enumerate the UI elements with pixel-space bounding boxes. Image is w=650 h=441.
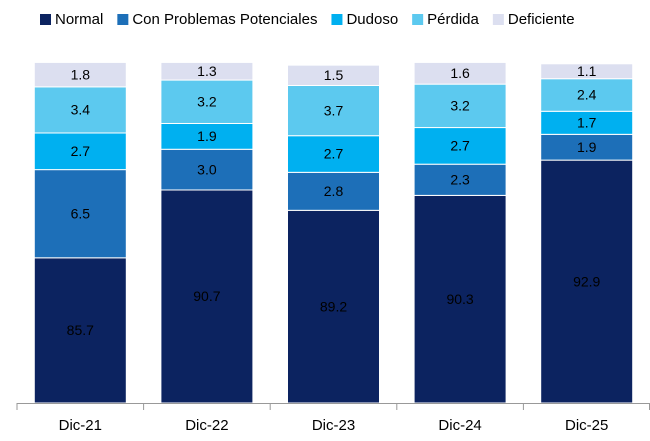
data-label: 1.6: [450, 65, 470, 81]
bar-segment: [413, 194, 507, 404]
x-tick-label: Dic-25: [565, 417, 608, 434]
bar-segment: [33, 61, 127, 88]
data-label: 1.9: [197, 128, 217, 144]
bar-segment: [413, 127, 507, 165]
data-label: 90.3: [446, 291, 473, 307]
bar-segment: [413, 83, 507, 129]
bar-segment: [287, 135, 380, 173]
bar-segment: [160, 148, 254, 191]
bar-segment: [33, 257, 127, 404]
data-label: 3.2: [197, 93, 217, 109]
bar-segment: [413, 163, 507, 196]
legend-swatch: [40, 14, 51, 25]
bar-segment: [287, 64, 380, 86]
legend-label: Deficiente: [508, 11, 575, 28]
data-label: 89.2: [320, 298, 347, 314]
data-label: 2.7: [71, 143, 91, 159]
data-label: 6.5: [71, 205, 91, 221]
x-tick-label: Dic-24: [438, 417, 481, 434]
data-label: 90.7: [193, 288, 220, 304]
legend-swatch: [412, 14, 424, 25]
bar-segment: [160, 189, 254, 404]
legend-label: Con Problemas Potenciales: [132, 11, 317, 28]
legend-swatch: [331, 14, 343, 25]
bar-segment: [160, 122, 254, 150]
data-label: 2.7: [450, 138, 470, 154]
data-label: 1.1: [577, 63, 597, 79]
data-label: 85.7: [67, 322, 94, 338]
legend-swatch: [117, 14, 129, 25]
data-label: 3.4: [71, 102, 91, 118]
bar-segment: [287, 171, 380, 211]
bar-segment: [160, 61, 254, 81]
bar-segment: [540, 63, 634, 80]
bar-segment: [287, 84, 380, 137]
data-label: 2.8: [324, 183, 344, 199]
legend-label: Normal: [55, 11, 103, 28]
legend-label: Pérdida: [427, 11, 479, 28]
data-label: 1.8: [71, 66, 91, 82]
x-tick-label: Dic-21: [59, 417, 102, 434]
x-tick-label: Dic-22: [185, 417, 228, 434]
data-label: 3.7: [324, 102, 344, 118]
bar-segment: [540, 159, 634, 404]
data-label: 1.5: [324, 67, 344, 83]
data-label: 2.3: [450, 171, 470, 187]
data-label: 3.0: [197, 161, 217, 177]
data-label: 2.7: [324, 146, 344, 162]
data-label: 3.2: [450, 98, 470, 114]
x-tick-label: Dic-23: [312, 417, 355, 434]
data-label: 1.9: [577, 139, 597, 155]
bar-segment: [160, 79, 254, 124]
bar-segment: [540, 133, 634, 161]
bar-segment: [33, 86, 127, 134]
data-label: 1.7: [577, 115, 597, 131]
legend-label: Dudoso: [346, 11, 398, 28]
legend-swatch: [492, 14, 504, 25]
bar-segment: [33, 169, 127, 259]
data-label: 2.4: [577, 87, 597, 103]
data-label: 1.3: [197, 63, 217, 79]
data-label: 92.9: [573, 273, 600, 289]
bar-segment: [413, 61, 507, 85]
bar-segment: [287, 209, 380, 404]
